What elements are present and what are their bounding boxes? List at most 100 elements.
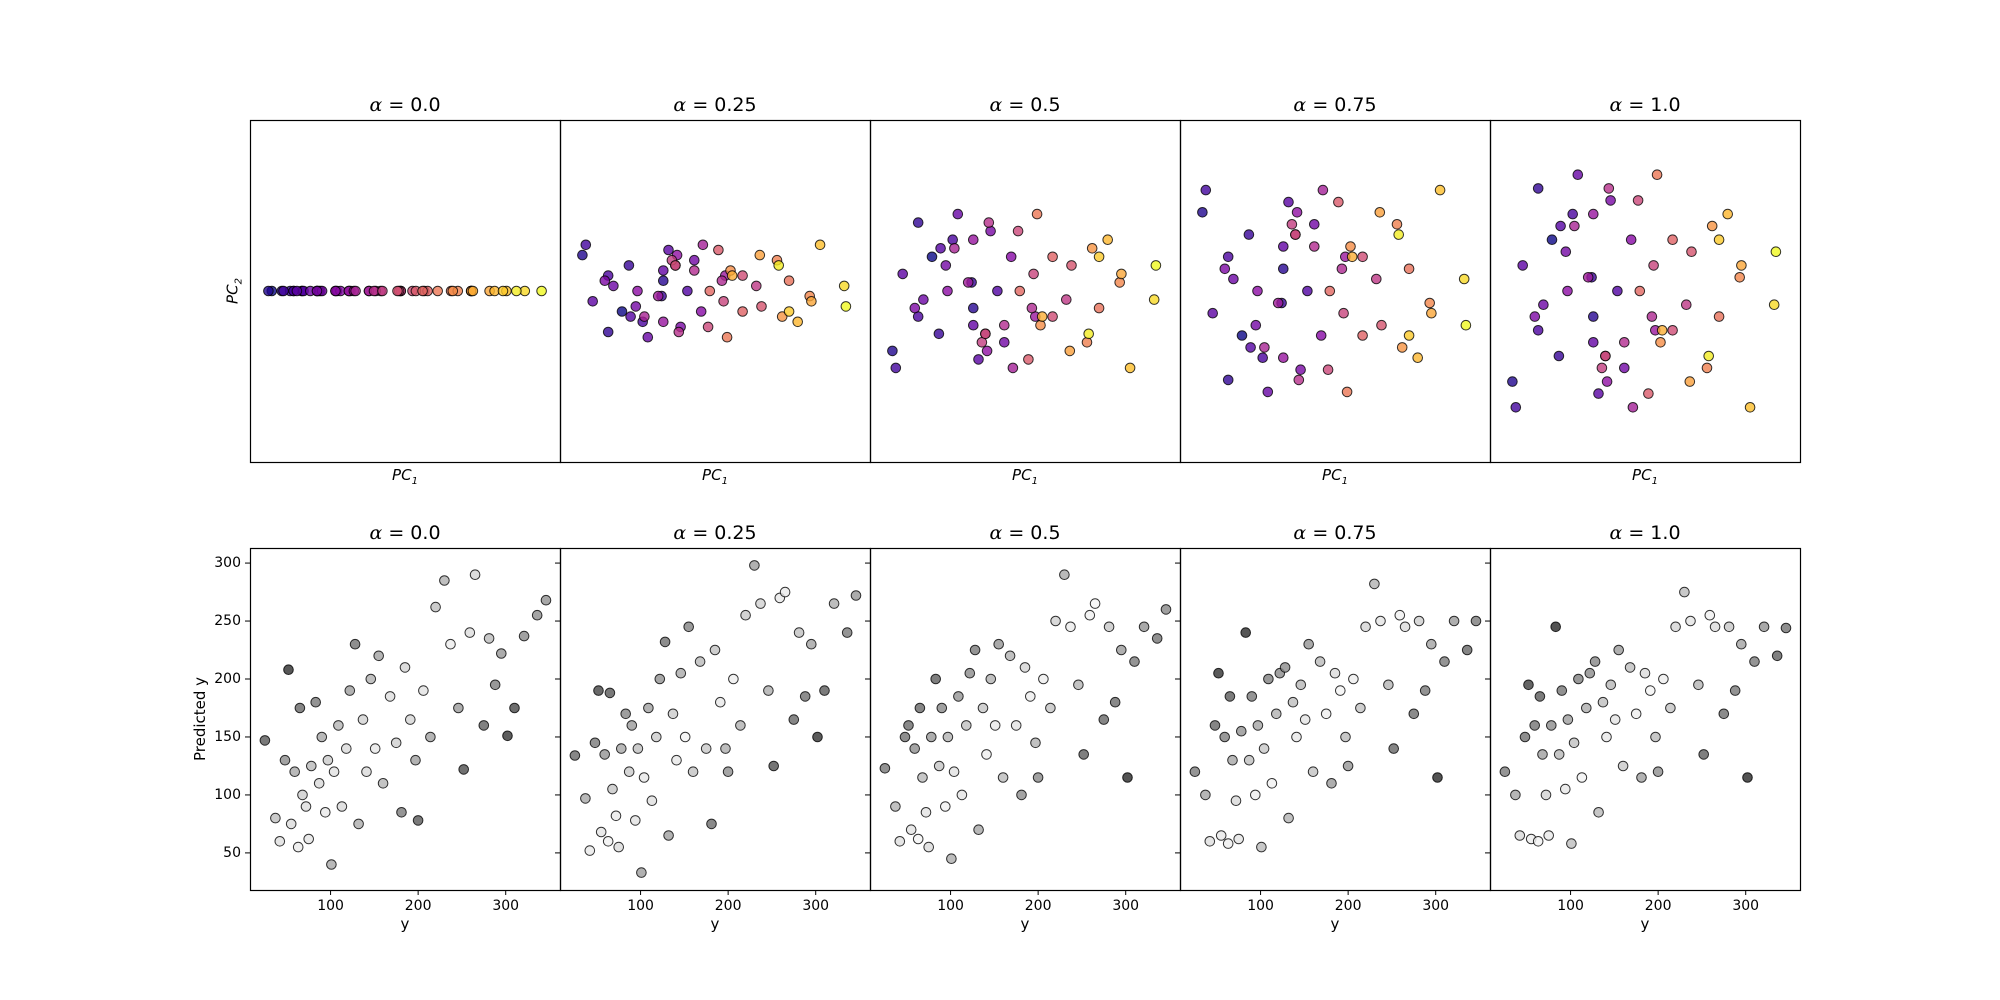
- prediction-scatter-point: [1138, 621, 1150, 633]
- prediction-scatter-point: [1693, 679, 1704, 691]
- pc-scatter-point: [1278, 241, 1289, 252]
- prediction-scatter-point: [1609, 714, 1621, 725]
- pc-scatter-point: [1278, 263, 1289, 275]
- prediction-scatter-point: [483, 633, 495, 644]
- pc-scatter-point: [1588, 208, 1599, 220]
- x-tick-label: 300: [492, 898, 520, 914]
- x-tick-label: 200: [1024, 898, 1052, 914]
- prediction-scatter-point: [671, 754, 682, 766]
- pc-scatter-point: [1734, 272, 1745, 283]
- y-tick-label: 200: [214, 671, 241, 687]
- x-axis-label: y: [1640, 915, 1650, 933]
- pc-scatter-point: [783, 306, 795, 317]
- pc-scatter-point: [985, 225, 996, 237]
- pc-scatter-point: [630, 301, 642, 312]
- prediction-scatter-point: [715, 696, 726, 708]
- prediction-scatter-point: [336, 801, 348, 812]
- pc-scatter-point: [1293, 374, 1305, 386]
- pc-scatter-point: [1643, 388, 1654, 399]
- pc-scatter-point: [350, 285, 361, 297]
- prediction-scatter-point: [1709, 621, 1721, 633]
- pc-scatter-point: [1047, 311, 1058, 322]
- prediction-scatter-point: [464, 627, 476, 638]
- prediction-scatter-point: [667, 708, 679, 720]
- pc-scatter-point: [1291, 207, 1303, 218]
- prediction-scatter-point: [584, 845, 596, 856]
- alpha-value: = 0.75: [1312, 522, 1377, 544]
- pc-scatter-point: [1228, 273, 1239, 285]
- prediction-scatter-point: [1209, 720, 1221, 731]
- pc-scatter-point: [814, 239, 826, 251]
- pc-scatter-point: [1005, 251, 1017, 263]
- pc-scatter-point: [1393, 229, 1404, 240]
- pc-scatter-point: [947, 234, 959, 245]
- prediction-scatter-point: [496, 648, 507, 659]
- pc-scatter-point: [1625, 234, 1637, 245]
- pc-scatter-point: [949, 243, 960, 254]
- pc-scatter-point: [1601, 376, 1613, 387]
- prediction-scatter-point: [1652, 766, 1664, 778]
- prediction-scatter-point: [326, 859, 337, 870]
- prediction-scatter-point: [361, 766, 372, 778]
- prediction-scatter-point: [1065, 621, 1076, 633]
- x-axis-label: y: [1020, 915, 1030, 933]
- pc-scatter-point: [1064, 345, 1076, 357]
- prediction-scatter-point: [439, 575, 450, 586]
- alpha-symbol: α: [1293, 522, 1307, 544]
- pc-scatter-point: [1066, 260, 1077, 271]
- prediction-scatter-point: [341, 743, 352, 754]
- prediction-scatter-point: [926, 731, 937, 743]
- prediction-scatter-point: [643, 702, 654, 714]
- prediction-scatter-point: [1299, 714, 1311, 725]
- pc-scatter-point: [580, 239, 592, 251]
- prediction-scatter-point: [1540, 789, 1552, 801]
- prediction-scatter-point: [313, 778, 325, 789]
- prediction-scatter-point: [1448, 615, 1460, 627]
- pc-scatter-point: [1553, 350, 1565, 362]
- prediction-scatter-point: [328, 766, 340, 778]
- pc-scatter-point: [682, 285, 693, 297]
- prediction-scatter-point: [1019, 662, 1031, 673]
- prediction-scatter-point: [903, 720, 914, 731]
- prediction-scatter-point: [973, 824, 984, 836]
- pc-scatter-point: [330, 285, 341, 297]
- x-tick-label: 300: [1422, 898, 1450, 914]
- prediction-scatter-point: [1375, 615, 1386, 627]
- pc-scatter-point: [536, 285, 547, 297]
- x-axis-label: PC1: [1322, 466, 1348, 487]
- prediction-scatter-point: [1729, 685, 1741, 696]
- pc-scatter-point: [1257, 352, 1268, 364]
- prediction-scatter-point: [981, 749, 992, 760]
- prediction-scatter-point: [1749, 656, 1760, 667]
- prediction-scatter-point: [349, 638, 361, 650]
- prediction-scatter-point: [1038, 673, 1049, 685]
- pc-scatter-point: [1376, 319, 1387, 331]
- prediction-scatter-point: [1151, 633, 1163, 644]
- pc-scatter-point: [718, 296, 729, 307]
- prediction-scatter-point: [1617, 760, 1629, 772]
- prediction-scatter-point: [306, 760, 317, 772]
- prediction-scatter-point: [638, 772, 650, 783]
- pc-scatter-point: [1517, 260, 1528, 271]
- prediction-scatter-point: [1597, 696, 1609, 708]
- prediction-scatter-point: [320, 807, 331, 818]
- prediction-scatter-point: [1240, 627, 1251, 638]
- axes-frame: [559, 119, 872, 464]
- prediction-scatter-point: [1263, 673, 1274, 685]
- pc-scatter-point: [999, 337, 1010, 348]
- alpha-value: = 1.0: [1628, 522, 1681, 544]
- pc-scatter-point: [1706, 220, 1718, 232]
- prediction-scatter-point: [1461, 644, 1473, 656]
- y-axis-label-sub: 2: [233, 278, 245, 285]
- pc-scatter-point: [632, 285, 643, 297]
- pc-scatter-point: [1222, 251, 1234, 263]
- pc-scatter-point: [890, 362, 902, 374]
- pc-scatter-point: [1346, 251, 1358, 263]
- prediction-scatter-point: [1250, 789, 1261, 801]
- x-tick-label: 100: [937, 898, 964, 914]
- prediction-scatter-point: [1233, 833, 1244, 845]
- alpha-symbol: α: [1609, 522, 1623, 544]
- prediction-scatter-point: [1258, 743, 1270, 754]
- pc-scatter-point: [1588, 311, 1599, 322]
- prediction-scatter-point: [1348, 673, 1359, 685]
